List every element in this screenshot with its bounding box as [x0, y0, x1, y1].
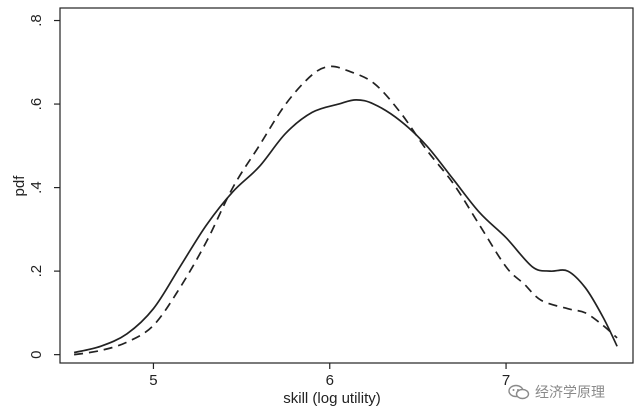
series-line-dashed	[73, 65, 618, 356]
watermark: 经济学原理	[508, 381, 605, 403]
series-layer	[73, 65, 618, 356]
x-tick-label: 5	[149, 372, 157, 389]
series-line-solid	[73, 99, 618, 354]
y-tick-label: .4	[28, 181, 45, 194]
y-tick-label: 0	[28, 350, 45, 358]
y-tick-label: .6	[28, 98, 45, 111]
y-tick-label: .8	[28, 14, 45, 27]
plot-frame	[59, 7, 634, 364]
y-tick-label: .2	[28, 265, 45, 278]
y-axis: 0 .2 .4 .6 .8	[28, 14, 60, 359]
x-axis: 5 6 7	[149, 363, 510, 389]
watermark-text: 经济学原理	[535, 385, 605, 401]
x-tick-label: 6	[326, 372, 334, 389]
x-tick-label: 7	[502, 372, 510, 389]
x-axis-title: skill (log utility)	[283, 390, 381, 407]
wechat-icon	[508, 384, 530, 400]
y-axis-title: pdf	[11, 175, 28, 197]
